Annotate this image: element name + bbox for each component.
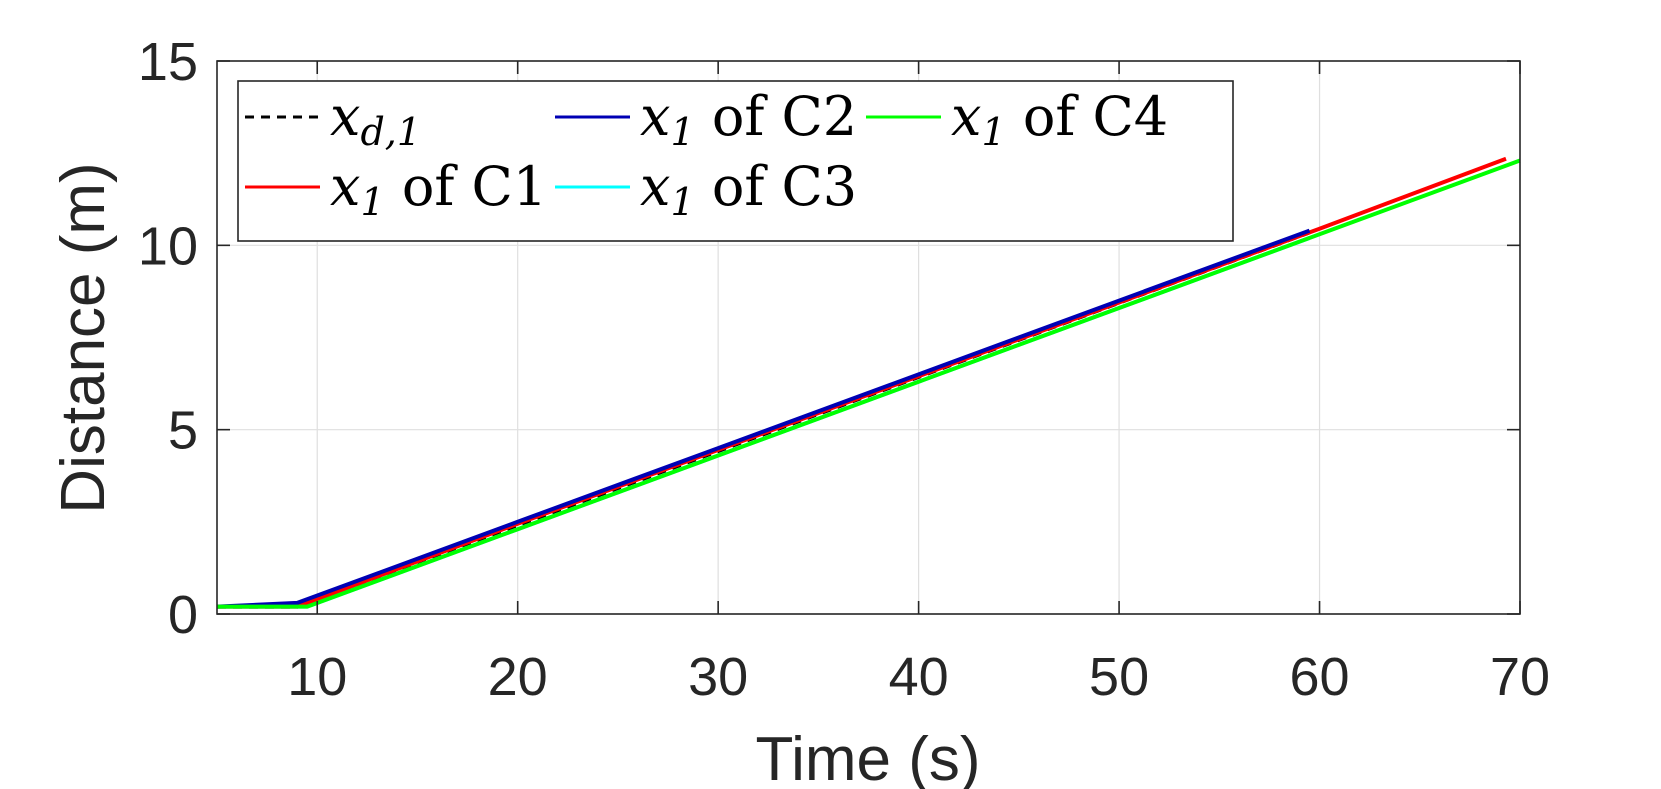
legend-label: x1 of C4: [951, 85, 1168, 154]
legend-entry-0: xd,1: [245, 85, 421, 154]
series-line-4: [217, 158, 1521, 609]
legend-label: xd,1: [330, 85, 421, 154]
legend-label: x1 of C3: [640, 155, 857, 224]
y-tick-label: 5: [168, 401, 198, 461]
tick-marks: [217, 60, 1521, 615]
legend-entry-3: x1 of C3: [555, 155, 857, 224]
y-tick-label: 0: [168, 585, 198, 645]
legend-entry-4: x1 of C4: [866, 85, 1168, 154]
x-tick-label: 10: [287, 647, 347, 707]
y-tick-label: 10: [138, 216, 198, 276]
legend-label: x1 of C1: [330, 155, 547, 224]
x-tick-label: 20: [488, 647, 548, 707]
y-tick-label: 15: [138, 32, 198, 92]
x-tick-label: 40: [889, 647, 949, 707]
x-tick-labels: 10 20 30 40 50 60 70: [287, 647, 1550, 707]
x-axis-title: Time (s): [756, 725, 981, 789]
x-tick-label: 60: [1289, 647, 1349, 707]
series-line-2: [216, 228, 1311, 609]
legend-entry-2: x1 of C2: [555, 85, 857, 154]
x-tick-label: 50: [1089, 647, 1149, 707]
legend-box: [237, 80, 1234, 242]
y-tick-labels: 0 5 10 15: [138, 32, 198, 645]
plot-frame: [216, 60, 1521, 615]
legend-entry-1: x1 of C1: [245, 155, 547, 224]
x-tick-label: 30: [688, 647, 748, 707]
series-layer: [216, 156, 1521, 609]
x-tick-label: 70: [1490, 647, 1550, 707]
y-axis-title: Distance (m): [49, 162, 118, 513]
legend-label: x1 of C2: [640, 85, 857, 154]
